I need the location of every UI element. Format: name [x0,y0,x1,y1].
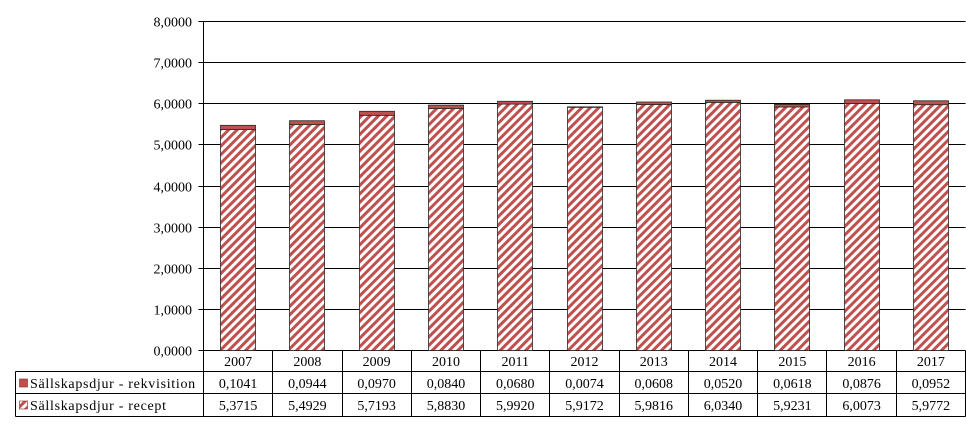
data-label: 0,0520 [704,377,743,392]
y-tick-label: 0,0000 [154,345,193,360]
data-label: 5,9816 [635,399,674,414]
bar-sallskapsdjur-recept-2009 [359,114,395,351]
y-tick-label: 8,0000 [154,16,193,31]
data-label: 0,0680 [496,377,535,392]
data-label: 5,9231 [773,399,812,414]
data-label: 0,0876 [842,377,881,392]
bar-sallskapsdjur-recept-2014 [705,101,741,351]
bar-sallskapsdjur-rekvisition-2011 [497,100,533,105]
legend-label-sallskapsdjur-rekvisition: Sällskapsdjur - rekvisition [30,377,196,392]
x-tick-label: 2007 [224,355,252,370]
y-tick-label: 1,0000 [154,304,193,319]
data-label: 5,3715 [219,399,258,414]
bar-series [220,99,949,351]
legend-label-sallskapsdjur-recept: Sällskapsdjur - recept [30,399,167,414]
bar-sallskapsdjur-recept-2017 [913,104,949,351]
bar-sallskapsdjur-rekvisition-2016 [844,99,880,104]
bar-sallskapsdjur-recept-2008 [289,124,325,351]
data-label: 0,0840 [427,377,466,392]
bar-sallskapsdjur-rekvisition-2014 [705,99,741,103]
y-axis: 0,0000 1,0000 2,0000 3,0000 4,0000 5,0000 6,00… [154,16,204,360]
bar-sallskapsdjur-rekvisition-2009 [359,110,395,116]
data-label: 5,4929 [288,399,327,414]
data-label: 6,0340 [704,399,743,414]
x-tick-label: 2016 [848,355,876,370]
bar-sallskapsdjur-recept-2015 [774,106,810,351]
data-label: 5,9920 [496,399,535,414]
bar-sallskapsdjur-rekvisition-2015 [774,103,810,108]
bar-sallskapsdjur-recept-2007 [220,129,256,351]
bar-sallskapsdjur-rekvisition-2012 [567,106,603,108]
bar-sallskapsdjur-recept-2013 [636,104,672,351]
bar-sallskapsdjur-rekvisition-2013 [636,101,672,105]
data-label: 6,0073 [842,399,881,414]
x-tick-label: 2012 [571,355,599,370]
data-label: 0,0944 [288,377,327,392]
y-tick-label: 7,0000 [154,57,193,72]
data-label: 5,8830 [427,399,466,414]
y-tick-label: 5,0000 [154,139,193,154]
data-label: 5,9172 [565,399,604,414]
data-label: 5,7193 [357,399,396,414]
x-tick-label: 2010 [432,355,460,370]
bar-sallskapsdjur-rekvisition-2010 [428,104,464,109]
y-tick-label: 4,0000 [154,181,193,196]
data-table: 2007 2008 2009 2010 2011 2012 2013 2014 2015 2016… [15,350,966,417]
data-label: 0,0970 [357,377,396,392]
data-label: 5,9772 [912,399,951,414]
y-tick-label: 2,0000 [154,263,193,278]
bar-sallskapsdjur-recept-2012 [567,106,603,351]
bar-sallskapsdjur-rekvisition-2017 [913,100,949,106]
data-label: 0,1041 [219,377,258,392]
data-label: 0,0952 [912,377,951,392]
bar-sallskapsdjur-recept-2011 [497,103,533,351]
x-tick-label: 2008 [293,355,321,370]
legend-key-sallskapsdjur-recept [19,400,28,410]
x-tick-label: 2015 [778,355,806,370]
x-tick-label: 2013 [640,355,668,370]
x-tick-label: 2009 [363,355,391,370]
x-tick-label: 2014 [709,355,737,370]
bar-sallskapsdjur-recept-2016 [844,103,880,351]
y-tick-label: 6,0000 [154,98,193,113]
bar-sallskapsdjur-rekvisition-2007 [220,124,256,130]
bar-sallskapsdjur-rekvisition-2008 [289,120,325,126]
legend-key-sallskapsdjur-rekvisition [19,378,28,388]
y-tick-label: 3,0000 [154,222,193,237]
x-tick-label: 2017 [917,355,945,370]
data-label: 0,0074 [565,377,604,392]
x-tick-label: 2011 [501,355,528,370]
data-label: 0,0608 [635,377,674,392]
bar-sallskapsdjur-recept-2010 [428,108,464,351]
data-label: 0,0618 [773,377,812,392]
